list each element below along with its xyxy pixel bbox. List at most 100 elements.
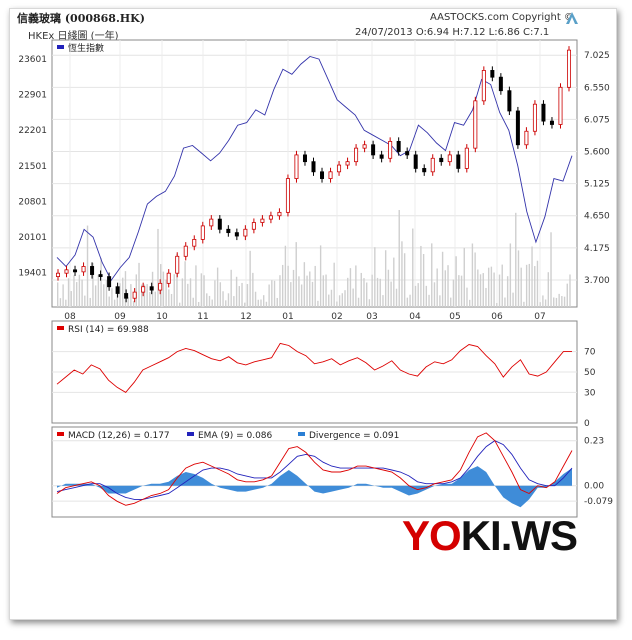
volume-bar — [211, 299, 213, 307]
volume-bar — [100, 257, 102, 307]
candle-body — [422, 168, 427, 173]
volume-bar — [433, 282, 436, 307]
volume-bar — [273, 280, 276, 307]
candle-body — [200, 225, 205, 240]
volume-bar — [485, 287, 487, 307]
volume-bar — [295, 242, 297, 307]
aastocks-logo-icon — [566, 12, 578, 24]
volume-bar — [479, 274, 482, 307]
volume-bar — [284, 245, 287, 307]
candle-body — [549, 120, 554, 125]
volume-bar — [509, 243, 512, 307]
rsi-axis-ticks: 70 50 30 0 — [584, 348, 596, 429]
candle-body — [209, 218, 214, 227]
volume-bar — [504, 297, 506, 307]
volume-bar — [569, 274, 571, 307]
volume-bar — [309, 271, 311, 307]
volume-bar — [496, 302, 498, 307]
volume-bar — [173, 274, 175, 307]
stock-title: 信義玻璃 (000868.HK) — [17, 12, 145, 25]
volume-bar — [119, 283, 121, 307]
volume-bar — [482, 273, 484, 307]
volume-bar — [422, 254, 425, 307]
volume-bar — [138, 262, 140, 307]
volume-bar — [292, 269, 295, 307]
volume-bar — [357, 297, 360, 307]
candle-body — [56, 272, 61, 277]
volume-bar — [431, 243, 433, 307]
candle-body — [107, 276, 112, 288]
volume-bar — [143, 284, 146, 307]
volume-bar — [393, 257, 395, 307]
month-tick-label: 05 — [449, 312, 460, 322]
volume-bar — [322, 275, 325, 307]
volume-bar — [471, 243, 474, 307]
brand-copyright[interactable]: AASTOCKS.com Copyright © — [430, 12, 574, 23]
volume-bar — [130, 284, 132, 307]
volume-bar — [214, 280, 216, 307]
volume-bar — [501, 264, 503, 307]
macd-tick-label: 0.23 — [584, 437, 604, 447]
price-gridlines — [52, 40, 577, 307]
volume-bar — [555, 297, 558, 307]
rsi-line — [56, 342, 572, 393]
candle-body — [183, 245, 188, 257]
volume-bar — [498, 274, 501, 307]
chart-subtitle: HKEx 日綫圖 (一年) — [28, 31, 119, 42]
volume-bar — [78, 274, 81, 307]
month-tick-label: 10 — [156, 312, 168, 322]
volume-bar — [116, 292, 119, 307]
candle-body — [456, 154, 461, 169]
volume-bar — [371, 274, 373, 307]
month-tick-label: 09 — [114, 312, 126, 322]
volume-bar — [414, 285, 417, 307]
volume-bar — [487, 267, 490, 307]
month-tick-label: 03 — [366, 312, 377, 322]
volume-bar — [515, 212, 517, 307]
candle-body — [73, 269, 78, 273]
month-tick-label: 01 — [282, 312, 293, 322]
hsi-series-line — [56, 56, 573, 282]
candle-body — [158, 282, 163, 291]
candle-body — [81, 266, 86, 273]
volume-bar — [403, 253, 406, 307]
price-tick-label: 5.125 — [584, 180, 610, 190]
volume-bar — [73, 275, 75, 307]
volume-bar — [506, 276, 509, 307]
rsi-tick-label: 0 — [584, 419, 590, 429]
volume-bar — [149, 291, 151, 307]
volume-bar — [195, 265, 197, 307]
volume-bar — [387, 269, 390, 307]
volume-bar — [176, 253, 178, 307]
hsi-tick-label: 19401 — [18, 269, 47, 279]
ema-legend-label: EMA (9) = 0.086 — [198, 431, 273, 441]
candle-body — [490, 70, 495, 78]
volume-bar — [306, 275, 308, 307]
volume-bar — [187, 283, 189, 307]
volume-bar — [525, 264, 528, 307]
volume-bar — [512, 292, 514, 307]
macd-legend-label: MACD (12,26) = 0.177 — [68, 431, 170, 441]
volume-bar — [563, 296, 566, 307]
volume-bar — [219, 282, 222, 307]
month-tick-label: 07 — [534, 312, 545, 322]
volume-bar — [300, 284, 303, 307]
volume-bar — [355, 265, 357, 307]
volume-bar — [428, 294, 430, 307]
candle-body — [149, 286, 154, 291]
volume-bar — [227, 293, 230, 307]
volume-bar — [244, 302, 246, 307]
volume-bar — [330, 289, 333, 307]
hsi-tick-label: 21501 — [18, 162, 47, 172]
watermark-part1: YO — [402, 512, 462, 559]
volume-bar — [246, 284, 249, 307]
candle-body — [532, 103, 537, 132]
volume-bar — [447, 265, 449, 307]
macd-axis-ticks: 0.23 0.00 -0.079 — [584, 437, 613, 507]
volume-bar — [458, 275, 460, 307]
volume-bar — [249, 250, 251, 307]
volume-bar — [233, 296, 235, 307]
volume-bar — [222, 291, 224, 307]
hsi-tick-label: 20801 — [18, 197, 47, 207]
candle-body — [175, 255, 180, 274]
